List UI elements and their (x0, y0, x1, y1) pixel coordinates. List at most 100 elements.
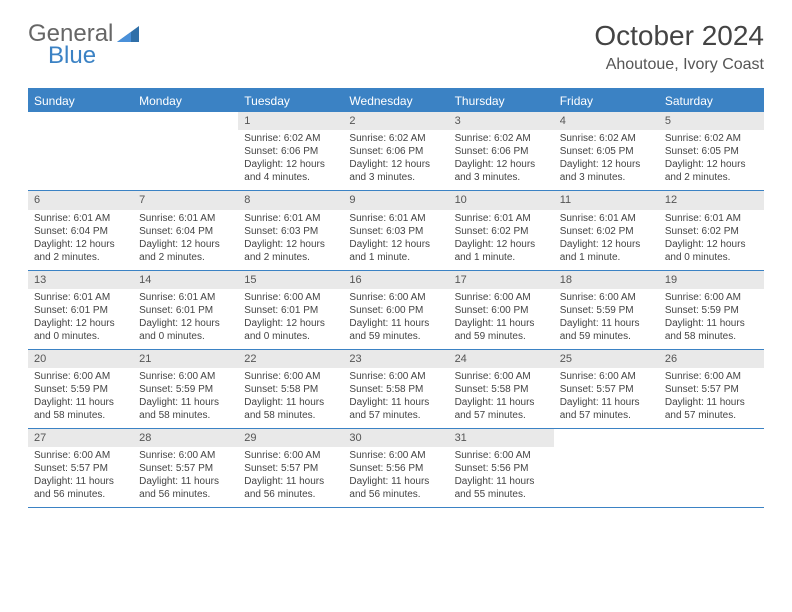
day-cell: 13Sunrise: 6:01 AMSunset: 6:01 PMDayligh… (28, 271, 133, 349)
sunrise-text: Sunrise: 6:00 AM (139, 370, 232, 383)
day-number: 24 (449, 350, 554, 368)
day-cell: 27Sunrise: 6:00 AMSunset: 5:57 PMDayligh… (28, 429, 133, 507)
sunset-text: Sunset: 6:02 PM (665, 225, 758, 238)
day-cell (28, 112, 133, 190)
sunrise-text: Sunrise: 6:01 AM (349, 212, 442, 225)
day-number: 3 (449, 112, 554, 130)
sunrise-text: Sunrise: 6:00 AM (34, 449, 127, 462)
day-cell: 21Sunrise: 6:00 AMSunset: 5:59 PMDayligh… (133, 350, 238, 428)
sunset-text: Sunset: 5:57 PM (665, 383, 758, 396)
day-cell: 6Sunrise: 6:01 AMSunset: 6:04 PMDaylight… (28, 191, 133, 269)
day-number: 10 (449, 191, 554, 209)
sunset-text: Sunset: 5:56 PM (349, 462, 442, 475)
title-block: October 2024 Ahoutoue, Ivory Coast (594, 20, 764, 74)
day-body: Sunrise: 6:01 AMSunset: 6:02 PMDaylight:… (659, 210, 764, 270)
sunset-text: Sunset: 5:58 PM (244, 383, 337, 396)
daylight-text: Daylight: 12 hours and 0 minutes. (34, 317, 127, 343)
day-cell: 24Sunrise: 6:00 AMSunset: 5:58 PMDayligh… (449, 350, 554, 428)
day-cell: 1Sunrise: 6:02 AMSunset: 6:06 PMDaylight… (238, 112, 343, 190)
sunset-text: Sunset: 6:01 PM (244, 304, 337, 317)
sunset-text: Sunset: 5:59 PM (560, 304, 653, 317)
week-row: 1Sunrise: 6:02 AMSunset: 6:06 PMDaylight… (28, 112, 764, 191)
week-row: 27Sunrise: 6:00 AMSunset: 5:57 PMDayligh… (28, 429, 764, 508)
sunrise-text: Sunrise: 6:01 AM (455, 212, 548, 225)
sunset-text: Sunset: 6:06 PM (455, 145, 548, 158)
daylight-text: Daylight: 12 hours and 0 minutes. (139, 317, 232, 343)
daylight-text: Daylight: 11 hours and 58 minutes. (244, 396, 337, 422)
sunset-text: Sunset: 6:04 PM (139, 225, 232, 238)
day-body: Sunrise: 6:00 AMSunset: 5:59 PMDaylight:… (554, 289, 659, 349)
day-cell: 20Sunrise: 6:00 AMSunset: 5:59 PMDayligh… (28, 350, 133, 428)
sunset-text: Sunset: 6:01 PM (139, 304, 232, 317)
sunrise-text: Sunrise: 6:00 AM (455, 449, 548, 462)
day-cell: 14Sunrise: 6:01 AMSunset: 6:01 PMDayligh… (133, 271, 238, 349)
sunrise-text: Sunrise: 6:01 AM (139, 212, 232, 225)
day-cell: 19Sunrise: 6:00 AMSunset: 5:59 PMDayligh… (659, 271, 764, 349)
sunset-text: Sunset: 5:58 PM (349, 383, 442, 396)
daylight-text: Daylight: 12 hours and 1 minute. (560, 238, 653, 264)
sunrise-text: Sunrise: 6:00 AM (665, 291, 758, 304)
sunset-text: Sunset: 5:56 PM (455, 462, 548, 475)
sunset-text: Sunset: 6:06 PM (349, 145, 442, 158)
daylight-text: Daylight: 12 hours and 2 minutes. (665, 158, 758, 184)
daylight-text: Daylight: 12 hours and 2 minutes. (139, 238, 232, 264)
day-body: Sunrise: 6:01 AMSunset: 6:04 PMDaylight:… (28, 210, 133, 270)
sunset-text: Sunset: 5:58 PM (455, 383, 548, 396)
day-cell: 30Sunrise: 6:00 AMSunset: 5:56 PMDayligh… (343, 429, 448, 507)
day-number (133, 112, 238, 116)
sunset-text: Sunset: 6:05 PM (665, 145, 758, 158)
calendar-body: 1Sunrise: 6:02 AMSunset: 6:06 PMDaylight… (28, 112, 764, 508)
day-number (28, 112, 133, 116)
day-number: 23 (343, 350, 448, 368)
daylight-text: Daylight: 11 hours and 56 minutes. (34, 475, 127, 501)
sunset-text: Sunset: 6:00 PM (455, 304, 548, 317)
daylight-text: Daylight: 11 hours and 57 minutes. (455, 396, 548, 422)
sunrise-text: Sunrise: 6:01 AM (244, 212, 337, 225)
day-body: Sunrise: 6:01 AMSunset: 6:02 PMDaylight:… (554, 210, 659, 270)
day-body: Sunrise: 6:00 AMSunset: 5:57 PMDaylight:… (238, 447, 343, 507)
day-cell: 23Sunrise: 6:00 AMSunset: 5:58 PMDayligh… (343, 350, 448, 428)
day-cell: 31 Sunrise: 6:00 AMSunset: 5:56 PMDayligh… (449, 429, 554, 507)
daylight-text: Daylight: 11 hours and 56 minutes. (139, 475, 232, 501)
day-cell (659, 429, 764, 507)
daylight-text: Daylight: 12 hours and 3 minutes. (455, 158, 548, 184)
sunset-text: Sunset: 5:57 PM (139, 462, 232, 475)
sunset-text: Sunset: 5:59 PM (665, 304, 758, 317)
day-number: 30 (343, 429, 448, 447)
sunrise-text: Sunrise: 6:00 AM (560, 370, 653, 383)
sunrise-text: Sunrise: 6:01 AM (560, 212, 653, 225)
day-number: 21 (133, 350, 238, 368)
day-number: 22 (238, 350, 343, 368)
day-number: 26 (659, 350, 764, 368)
daylight-text: Daylight: 12 hours and 1 minute. (349, 238, 442, 264)
day-body: Sunrise: 6:02 AMSunset: 6:05 PMDaylight:… (659, 130, 764, 190)
sunrise-text: Sunrise: 6:01 AM (34, 291, 127, 304)
day-cell: 12Sunrise: 6:01 AMSunset: 6:02 PMDayligh… (659, 191, 764, 269)
day-cell: 2Sunrise: 6:02 AMSunset: 6:06 PMDaylight… (343, 112, 448, 190)
day-body: Sunrise: 6:02 AMSunset: 6:06 PMDaylight:… (343, 130, 448, 190)
daylight-text: Daylight: 12 hours and 2 minutes. (244, 238, 337, 264)
day-body: Sunrise: 6:00 AMSunset: 5:57 PMDaylight:… (28, 447, 133, 507)
day-cell: 26Sunrise: 6:00 AMSunset: 5:57 PMDayligh… (659, 350, 764, 428)
day-number: 31 (449, 429, 554, 447)
day-body: Sunrise: 6:00 AMSunset: 5:57 PMDaylight:… (133, 447, 238, 507)
day-cell: 15Sunrise: 6:00 AMSunset: 6:01 PMDayligh… (238, 271, 343, 349)
sunset-text: Sunset: 5:59 PM (34, 383, 127, 396)
dow-thursday: Thursday (449, 90, 554, 112)
day-cell: 16Sunrise: 6:00 AMSunset: 6:00 PMDayligh… (343, 271, 448, 349)
sunrise-text: Sunrise: 6:00 AM (349, 370, 442, 383)
sunset-text: Sunset: 6:03 PM (244, 225, 337, 238)
calendar: Sunday Monday Tuesday Wednesday Thursday… (28, 88, 764, 508)
daylight-text: Daylight: 11 hours and 57 minutes. (665, 396, 758, 422)
daylight-text: Daylight: 11 hours and 55 minutes. (455, 475, 548, 501)
sunset-text: Sunset: 6:02 PM (455, 225, 548, 238)
sunset-text: Sunset: 6:06 PM (244, 145, 337, 158)
day-number: 7 (133, 191, 238, 209)
day-body: Sunrise: 6:00 AMSunset: 5:58 PMDaylight:… (449, 368, 554, 428)
day-number: 15 (238, 271, 343, 289)
daylight-text: Daylight: 12 hours and 3 minutes. (560, 158, 653, 184)
day-number (554, 429, 659, 433)
sunrise-text: Sunrise: 6:02 AM (560, 132, 653, 145)
day-body: Sunrise: 6:00 AMSunset: 6:01 PMDaylight:… (238, 289, 343, 349)
day-number: 13 (28, 271, 133, 289)
